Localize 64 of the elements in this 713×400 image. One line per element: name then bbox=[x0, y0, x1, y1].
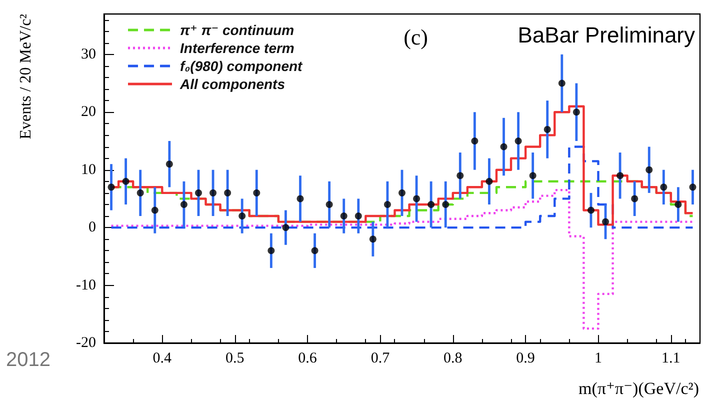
point bbox=[180, 200, 188, 208]
point bbox=[616, 172, 624, 180]
point bbox=[660, 184, 668, 191]
point bbox=[108, 184, 115, 191]
point bbox=[282, 224, 290, 232]
annotation: BaBar Preliminary bbox=[518, 22, 696, 48]
point bbox=[224, 189, 232, 196]
point bbox=[311, 247, 318, 254]
point bbox=[646, 166, 653, 174]
point bbox=[587, 206, 594, 214]
point bbox=[253, 189, 260, 196]
point bbox=[166, 160, 173, 168]
point bbox=[194, 189, 202, 196]
y-tick-label: 10 bbox=[81, 162, 96, 178]
point bbox=[296, 195, 304, 202]
point bbox=[558, 80, 566, 87]
x-tick-label: 0.9 bbox=[516, 350, 535, 366]
point bbox=[268, 247, 275, 254]
y-tick-label: -20 bbox=[76, 335, 96, 351]
x-tick-label: 1 bbox=[594, 350, 602, 366]
y-tick-label: 30 bbox=[81, 46, 96, 62]
x-tick-label: 0.8 bbox=[444, 350, 462, 366]
point bbox=[442, 200, 450, 208]
text: 2012 bbox=[6, 349, 50, 371]
point bbox=[238, 212, 246, 220]
point bbox=[500, 143, 508, 150]
point bbox=[602, 218, 610, 226]
point bbox=[384, 200, 391, 208]
point bbox=[413, 195, 420, 202]
point bbox=[572, 108, 580, 116]
point bbox=[471, 137, 478, 144]
x-tick-label: 0.5 bbox=[225, 350, 244, 366]
x-tick-label: 0.7 bbox=[370, 350, 390, 366]
y-tick-label: 0 bbox=[88, 220, 96, 236]
point bbox=[529, 172, 536, 180]
point bbox=[544, 126, 551, 133]
point bbox=[210, 189, 217, 196]
point bbox=[354, 212, 362, 220]
point bbox=[369, 236, 376, 243]
point bbox=[689, 184, 696, 191]
point bbox=[456, 172, 464, 180]
x-tick-label: 0.6 bbox=[298, 350, 318, 366]
point bbox=[486, 178, 493, 185]
x-tick-label: 1.1 bbox=[662, 350, 680, 366]
legend-label: All components bbox=[179, 76, 286, 92]
point bbox=[398, 189, 406, 196]
legend-label: π⁺ π⁻ continuum bbox=[180, 22, 294, 38]
point bbox=[674, 200, 682, 208]
legend-label: Interference term bbox=[180, 40, 294, 56]
point bbox=[631, 195, 638, 202]
point bbox=[136, 189, 144, 196]
point bbox=[122, 178, 130, 185]
y-tick-label: -10 bbox=[76, 277, 96, 294]
point bbox=[428, 200, 435, 208]
point bbox=[514, 137, 522, 144]
x-axis-title: m(π⁺π⁻)(GeV/c²) bbox=[578, 379, 700, 398]
annotation: (c) bbox=[404, 24, 428, 50]
point bbox=[151, 206, 158, 214]
y-tick-label: 20 bbox=[81, 104, 96, 120]
legend-label: f₀(980) component bbox=[180, 58, 304, 74]
y-axis-title: Events / 20 MeV/c² bbox=[18, 14, 34, 140]
point bbox=[326, 200, 333, 208]
x-tick-label: 0.4 bbox=[152, 350, 172, 366]
point bbox=[340, 212, 348, 220]
